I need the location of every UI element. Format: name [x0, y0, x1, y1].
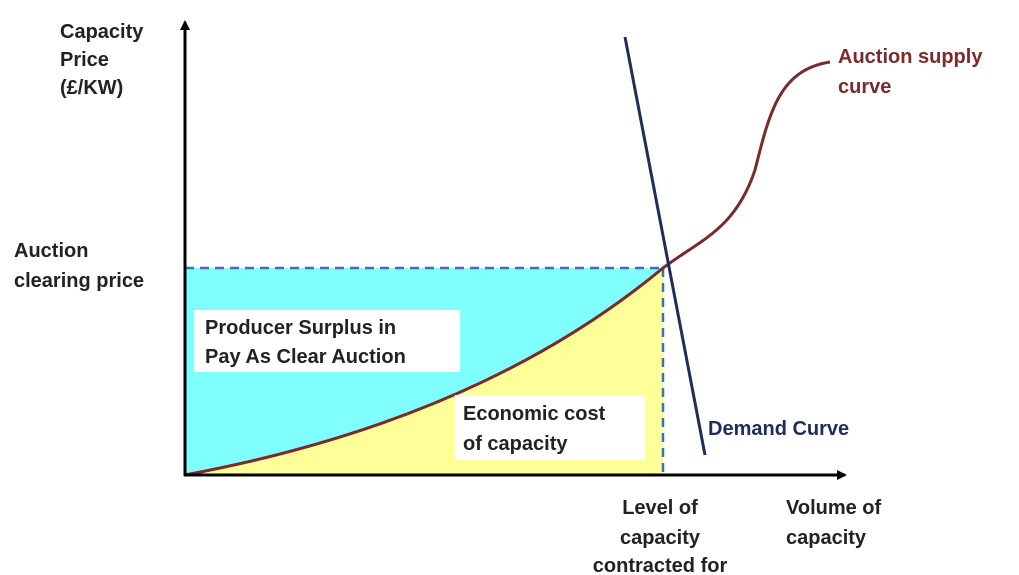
y-axis-label: (£/KW): [60, 77, 123, 99]
level-label: Level of: [622, 497, 698, 519]
producer-surplus-label: Producer Surplus in: [205, 317, 396, 339]
level-label: capacity: [620, 527, 701, 549]
demand-curve: [623, 36, 707, 456]
clearing-price-label: clearing price: [14, 270, 144, 292]
x-axis-label: Volume of: [786, 497, 882, 519]
y-axis-label: Capacity: [60, 21, 144, 43]
demand-curve-label: Demand Curve: [708, 418, 849, 440]
supply-curve-label: curve: [838, 76, 891, 98]
supply-curve: [184, 60, 831, 477]
supply-curve-label: Auction supply: [838, 46, 983, 68]
producer-surplus-label: Pay As Clear Auction: [205, 346, 406, 368]
level-label: contracted for: [593, 555, 728, 575]
x-axis-label: capacity: [786, 527, 867, 549]
label-box: [194, 310, 460, 372]
economic-cost-label: Economic cost: [463, 403, 606, 425]
y-axis-label: Price: [60, 49, 109, 71]
clearing-price-label: Auction: [14, 240, 88, 262]
economic-cost-label: of capacity: [463, 433, 568, 455]
label-box: [455, 395, 645, 460]
